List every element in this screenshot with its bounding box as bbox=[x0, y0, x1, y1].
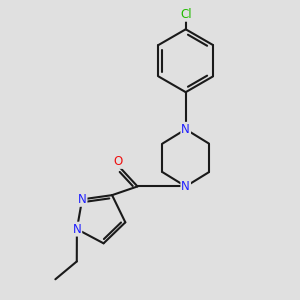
Text: O: O bbox=[114, 155, 123, 168]
Text: N: N bbox=[78, 193, 86, 206]
Text: N: N bbox=[181, 180, 190, 193]
Text: Cl: Cl bbox=[180, 8, 191, 21]
Text: N: N bbox=[181, 123, 190, 136]
Text: N: N bbox=[73, 223, 81, 236]
